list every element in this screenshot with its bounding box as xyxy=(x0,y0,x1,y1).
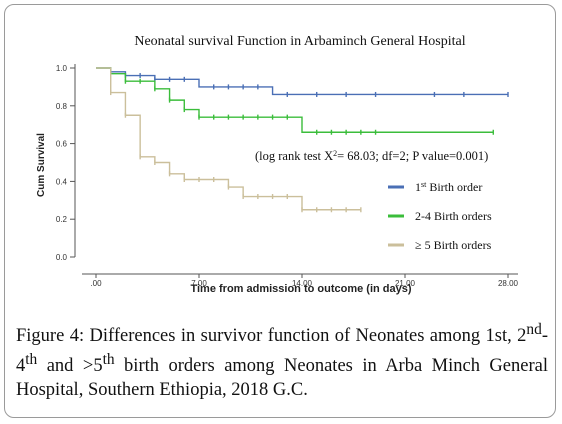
logrank-annotation: (log rank test X2= 68.03; df=2; P value=… xyxy=(255,149,488,164)
caption-text-4: birth orders among Neonates in Arba Minc… xyxy=(16,356,548,401)
caption-sup-3: th xyxy=(102,351,115,369)
caption-sup-2: th xyxy=(25,351,38,369)
figure-label: Figure 4: xyxy=(16,326,85,347)
y-tick-label: 0.6 xyxy=(56,140,68,149)
figure-frame xyxy=(4,4,556,418)
y-tick-label: 0.4 xyxy=(56,177,68,186)
legend-label-2: 2-4 Birth orders xyxy=(415,209,492,223)
x-tick-label: 7.00 xyxy=(191,279,207,288)
legend-label-1: 1st Birth order xyxy=(415,180,482,195)
series-line-1 xyxy=(96,67,508,96)
chart-title: Neonatal survival Function in Arbaminch … xyxy=(134,34,465,49)
chart-axes: 0.0 0.2 0.4 0.6 0.8 1.0 .00 7.00 14.00 21.00 28.00 xyxy=(56,64,519,288)
y-tick-label: 1.0 xyxy=(56,64,68,73)
y-tick-label: 0.0 xyxy=(56,253,68,262)
series-line-2 xyxy=(96,67,494,133)
y-tick-label: 0.8 xyxy=(56,102,68,111)
caption-sup-1: nd xyxy=(526,321,542,338)
y-axis-label: Cum Survival xyxy=(36,133,47,197)
caption-text-1: Differences in survivor function of Neon… xyxy=(84,326,527,347)
legend-label-3: ≥ 5 Birth orders xyxy=(415,238,492,252)
x-tick-label: .00 xyxy=(90,279,102,288)
chart-plot-area xyxy=(96,67,509,213)
x-tick-label: 21.00 xyxy=(395,279,416,288)
chart-legend: 1st Birth order 2-4 Birth orders ≥ 5 Birth… xyxy=(388,180,492,252)
caption-text-2: -4 xyxy=(16,326,548,377)
y-tick-label: 0.2 xyxy=(56,215,68,224)
caption-text-3: and >5 xyxy=(37,356,103,377)
x-axis-label: Time from admission to outcome (in days) xyxy=(190,283,411,295)
x-tick-label: 28.00 xyxy=(498,279,519,288)
x-tick-label: 14.00 xyxy=(292,279,313,288)
figure-caption: Figure 4: Differences in survivor functi… xyxy=(16,318,548,402)
